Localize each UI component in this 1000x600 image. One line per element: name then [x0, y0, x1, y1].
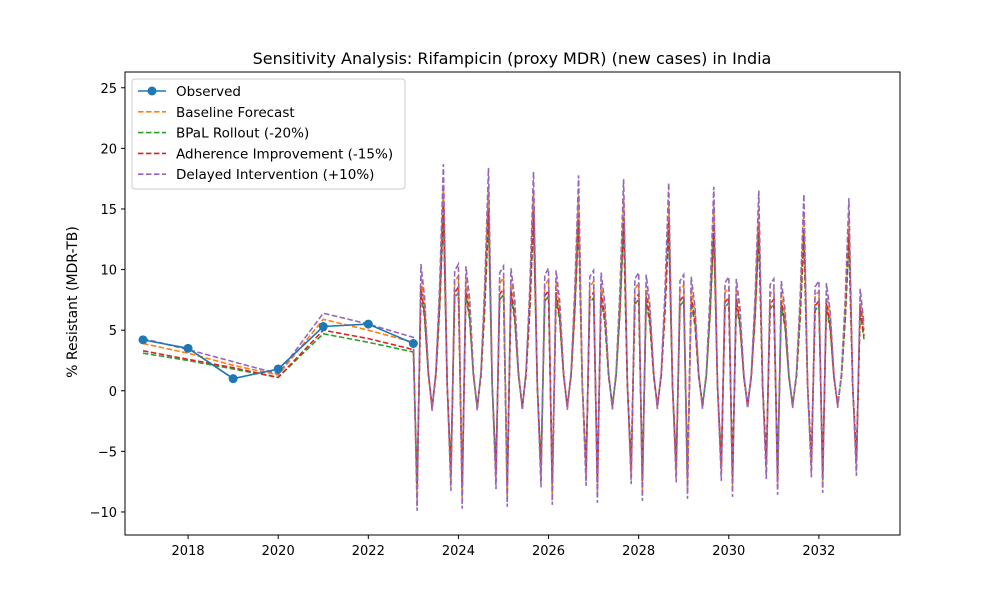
observed-point	[318, 322, 328, 332]
legend-label: Observed	[176, 84, 241, 100]
x-tick-label: 2020	[262, 544, 295, 559]
y-tick-label: 10	[100, 264, 117, 279]
x-tick-label: 2030	[712, 544, 745, 559]
series-line-scenario-2	[142, 205, 865, 489]
y-tick-label: 0	[109, 385, 117, 400]
x-tick-label: 2032	[802, 544, 835, 559]
series-layer	[138, 164, 865, 511]
observed-point	[138, 335, 148, 345]
x-tick-label: 2024	[442, 544, 475, 559]
legend-marker	[147, 86, 157, 96]
legend-box	[131, 78, 406, 190]
y-tick-label: 15	[100, 203, 117, 218]
observed-point	[228, 374, 238, 384]
y-axis: −10 −5 0 5 10 15 20 25	[90, 82, 125, 521]
x-tick-label: 2028	[622, 544, 655, 559]
legend: Observed Baseline Forecast BPaL Rollout (-…	[131, 78, 406, 190]
x-tick-label: 2018	[172, 544, 205, 559]
y-axis-label: % Resistant (MDR-TB)	[65, 226, 81, 378]
y-tick-label: 20	[100, 142, 117, 157]
y-tick-label: 5	[109, 324, 117, 339]
legend-label: Delayed Intervention (+10%)	[176, 167, 374, 183]
observed-point	[183, 343, 193, 353]
y-tick-label: 25	[100, 82, 117, 97]
x-axis: 2018 2020 2022 2024 2026 2028 2030 2032	[172, 535, 835, 559]
observed-point	[408, 338, 418, 348]
observed-point	[273, 364, 283, 374]
x-tick-label: 2026	[532, 544, 565, 559]
y-tick-label: −5	[98, 445, 117, 460]
x-tick-label: 2022	[352, 544, 385, 559]
legend-label: Adherence Improvement (-15%)	[176, 146, 393, 162]
chart-title: Sensitivity Analysis: Rifampicin (proxy …	[253, 49, 772, 68]
plot-area-frame	[124, 71, 901, 536]
y-tick-label: −10	[90, 506, 117, 521]
legend-label: BPaL Rollout (-20%)	[176, 126, 309, 142]
observed-point	[363, 319, 373, 329]
legend-label: Baseline Forecast	[176, 105, 295, 121]
